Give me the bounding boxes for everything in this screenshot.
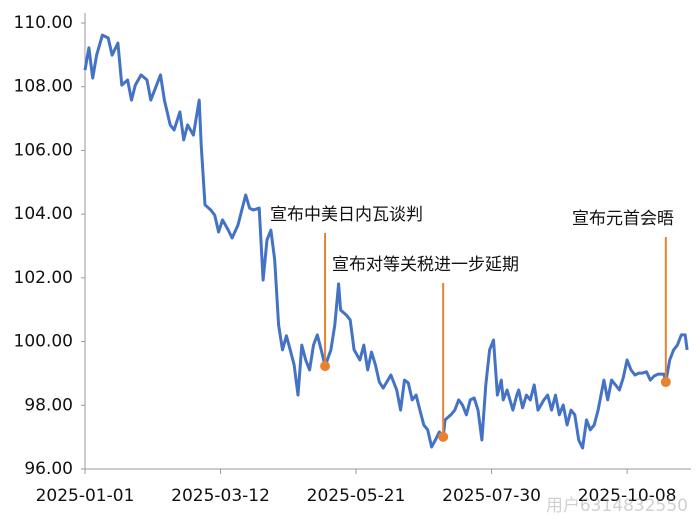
x-tick-label: 2025-03-12 — [171, 486, 270, 506]
y-tick-label: 104.00 — [14, 204, 73, 224]
annotation-point — [438, 431, 449, 442]
line-series — [83, 33, 689, 450]
annotation-label: 宣布元首会晤 — [572, 209, 674, 229]
x-tick-label: 2025-10-08 — [578, 486, 677, 506]
annotation-label: 宣布对等关税进一步延期 — [332, 255, 519, 275]
annotation-point — [320, 361, 331, 372]
x-tick-label: 2025-07-30 — [442, 486, 541, 506]
annotation-point — [660, 377, 671, 388]
annotation-label: 宣布中美日内瓦谈判 — [270, 205, 423, 225]
y-tick-label: 100.00 — [14, 332, 73, 352]
x-tick-label: 2025-01-01 — [36, 486, 135, 506]
y-tick-label: 106.00 — [14, 140, 73, 160]
y-tick-label: 96.00 — [24, 459, 73, 479]
y-tick-label: 98.00 — [24, 395, 73, 415]
y-tick-label: 102.00 — [14, 268, 73, 288]
y-tick-label: 110.00 — [14, 13, 73, 33]
x-tick-label: 2025-05-21 — [307, 486, 406, 506]
watermark: 用户6314832550 — [546, 496, 688, 516]
y-tick-label: 108.00 — [14, 77, 73, 97]
